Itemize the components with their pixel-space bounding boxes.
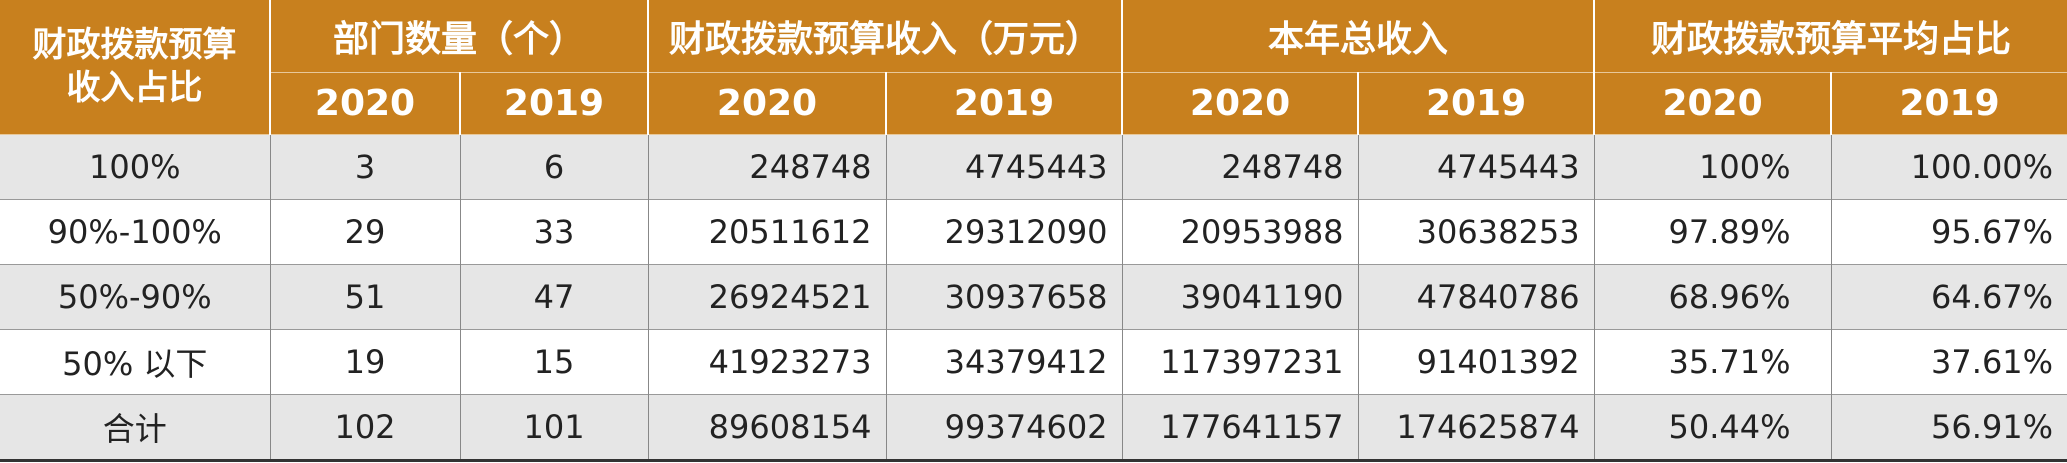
table-row: 100% 3 6 248748 4745443 248748 4745443 100% 100.…	[0, 133, 2067, 199]
table-body: 100% 3 6 248748 4745443 248748 4745443 100% 100.…	[0, 133, 2067, 460]
year-header: 2019	[1831, 72, 2067, 135]
row-label: 50% 以下	[0, 328, 271, 394]
table-row: 90%-100% 29 33 20511612 29312090 20953988 3063…	[0, 198, 2067, 264]
cell: 30937658	[886, 263, 1123, 329]
cell: 68.96%	[1594, 263, 1832, 329]
cell: 50.44%	[1594, 393, 1832, 460]
year-header: 2019	[886, 72, 1124, 135]
cell: 101	[460, 393, 649, 460]
cell: 100%	[1594, 133, 1832, 199]
row-label: 100%	[0, 133, 271, 199]
cell: 30638253	[1358, 198, 1595, 264]
table-row: 50%-90% 51 47 26924521 30937658 39041190 47840…	[0, 263, 2067, 329]
header-cell: 本年总收入	[1122, 0, 1596, 73]
header-cell: 财政拨款预算平均占比	[1594, 0, 2067, 73]
table-row: 合计 102 101 89608154 99374602 177641157 1746258…	[0, 393, 2067, 460]
cell: 89608154	[648, 393, 887, 460]
cell: 26924521	[648, 263, 887, 329]
cell: 35.71%	[1594, 328, 1832, 394]
cell: 174625874	[1358, 393, 1595, 460]
year-header: 2020	[270, 72, 461, 135]
cell: 117397231	[1122, 328, 1359, 394]
cell: 177641157	[1122, 393, 1359, 460]
year-header: 2020	[648, 72, 888, 135]
cell: 99374602	[886, 393, 1123, 460]
cell: 47	[460, 263, 649, 329]
cell: 6	[460, 133, 649, 199]
cell: 19	[270, 328, 461, 394]
header-row: 财政拨款预算收入占比 部门数量（个） 财政拨款预算收入（万元） 本年总收入 财政…	[0, 0, 2067, 135]
header-cell: 财政拨款预算收入（万元）	[648, 0, 1124, 73]
year-header: 2020	[1122, 72, 1360, 135]
cell: 3	[270, 133, 461, 199]
cell: 56.91%	[1831, 393, 2067, 460]
cell: 41923273	[648, 328, 887, 394]
cell: 4745443	[886, 133, 1123, 199]
cell: 20511612	[648, 198, 887, 264]
row-label: 50%-90%	[0, 263, 271, 329]
cell: 29	[270, 198, 461, 264]
cell: 100.00%	[1831, 133, 2067, 199]
cell: 47840786	[1358, 263, 1595, 329]
year-header: 2019	[1358, 72, 1596, 135]
cell: 33	[460, 198, 649, 264]
cell: 95.67%	[1831, 198, 2067, 264]
cell: 20953988	[1122, 198, 1359, 264]
cell: 64.67%	[1831, 263, 2067, 329]
header-text: 财政拨款预算收入占比	[32, 25, 237, 108]
cell: 97.89%	[1594, 198, 1832, 264]
cell: 248748	[648, 133, 887, 199]
cell: 37.61%	[1831, 328, 2067, 394]
year-header: 2019	[460, 72, 650, 135]
header-cell: 部门数量（个）	[270, 0, 650, 73]
cell: 4745443	[1358, 133, 1595, 199]
cell: 248748	[1122, 133, 1359, 199]
cell: 39041190	[1122, 263, 1359, 329]
year-header: 2020	[1594, 72, 1833, 135]
row-label: 合计	[0, 393, 271, 460]
cell: 102	[270, 393, 461, 460]
row-label: 90%-100%	[0, 198, 271, 264]
cell: 91401392	[1358, 328, 1595, 394]
header-row: 2020 2019 2020 2019 2020 2019 2020 2019	[0, 72, 2067, 135]
cell: 15	[460, 328, 649, 394]
table-row: 50% 以下 19 15 41923273 34379412 117397231 91401…	[0, 328, 2067, 394]
cell: 29312090	[886, 198, 1123, 264]
cell: 51	[270, 263, 461, 329]
cell: 34379412	[886, 328, 1123, 394]
header-cell: 财政拨款预算收入占比	[0, 0, 271, 135]
